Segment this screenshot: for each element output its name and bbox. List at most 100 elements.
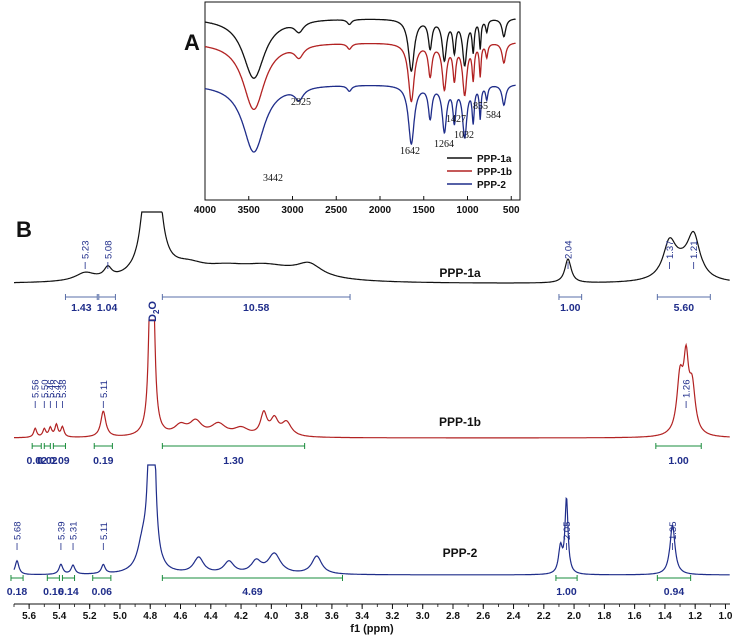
integral-value: 1.00 xyxy=(668,455,689,467)
spectrum-name: PPP-1a xyxy=(439,266,481,280)
peak-label: 1.21 xyxy=(689,241,700,260)
integral-value: 10.58 xyxy=(243,302,269,314)
nmr-tick-label: 3.8 xyxy=(295,611,309,622)
nmr-tick-label: 5.0 xyxy=(113,611,127,622)
ftir-tick-label: 1500 xyxy=(413,205,436,216)
ftir-peak-annotation: 3442 xyxy=(263,173,283,184)
ftir-tick-label: 4000 xyxy=(194,205,217,216)
peak-label: 5.46 xyxy=(46,380,57,399)
ftir-tick-label: 3000 xyxy=(281,205,304,216)
solvent-base: D xyxy=(147,314,159,322)
peak-label: 5.23 xyxy=(81,241,92,260)
nmr-tick-label: 3.6 xyxy=(325,611,339,622)
ftir-line-ppp-2 xyxy=(204,84,516,153)
ftir-peak-annotation: 1642 xyxy=(400,146,420,157)
peak-label: 5.68 xyxy=(13,522,24,541)
integral-value: 0.19 xyxy=(93,455,114,467)
panel-b-label: B xyxy=(16,217,32,242)
nmr-tick-label: 1.6 xyxy=(628,611,642,622)
nmr-tick-label: 2.0 xyxy=(567,611,581,622)
nmr-tick-label: 4.2 xyxy=(234,611,248,622)
nmr-tick-label: 1.4 xyxy=(658,611,672,622)
peak-label: 5.08 xyxy=(103,241,114,260)
ftir-tick-label: 3500 xyxy=(238,205,261,216)
nmr-tick-label: 3.4 xyxy=(355,611,369,622)
nmr-tick-label: 5.2 xyxy=(83,611,97,622)
peak-label: 5.39 xyxy=(56,522,67,541)
peak-label: 5.56 xyxy=(31,380,42,399)
ftir-peak-annotation: 1427 xyxy=(446,114,466,125)
integral-value: 0.18 xyxy=(7,586,28,598)
peak-label: 5.11 xyxy=(99,522,110,540)
integral-value: 1.00 xyxy=(560,302,581,314)
integral-value: 1.00 xyxy=(556,586,577,598)
nmr-spectrum-ppp-1b xyxy=(14,319,730,439)
nmr-tick-label: 2.8 xyxy=(446,611,460,622)
legend-label: PPP-2 xyxy=(477,180,506,191)
panel-a-label: A xyxy=(184,30,200,55)
nmr-tick-label: 1.0 xyxy=(719,611,733,622)
nmr-tick-label: 4.0 xyxy=(264,611,278,622)
nmr-spectrum-ppp-1a xyxy=(14,211,730,284)
ftir-peak-annotation: 1032 xyxy=(454,130,474,141)
peak-label: 5.31 xyxy=(69,522,80,541)
peak-label: 2.05 xyxy=(562,522,573,541)
ftir-line-ppp-1b xyxy=(204,42,516,111)
peak-label: 5.42 xyxy=(52,380,63,399)
peak-label: 1.26 xyxy=(682,380,693,399)
integral-value: 1.43 xyxy=(71,302,92,314)
ftir-tick-label: 2500 xyxy=(325,205,348,216)
solvent-label: D2O xyxy=(147,301,161,322)
spectrum-name: PPP-2 xyxy=(443,546,478,560)
nmr-tick-label: 4.4 xyxy=(204,611,218,622)
nmr-spectrum-ppp-2 xyxy=(13,464,730,576)
ftir-tick-label: 2000 xyxy=(369,205,392,216)
nmr-tick-label: 2.4 xyxy=(507,611,521,622)
nmr-tick-label: 3.2 xyxy=(385,611,399,622)
nmr-tick-label: 2.2 xyxy=(537,611,551,622)
integral-value: 0.02 xyxy=(37,455,58,467)
peak-label: 5.11 xyxy=(99,380,110,398)
nmr-tick-label: 3.0 xyxy=(416,611,430,622)
legend-label: PPP-1b xyxy=(477,167,512,178)
solvent-subscript: 2 xyxy=(152,309,161,314)
ftir-peak-annotation: 855 xyxy=(473,101,488,112)
solvent-tail: O xyxy=(147,301,159,310)
integral-value: 0.06 xyxy=(92,586,113,598)
integral-value: 0.14 xyxy=(58,586,79,598)
nmr-tick-label: 4.6 xyxy=(174,611,188,622)
nmr-x-axis-label: f1 (ppm) xyxy=(350,623,394,635)
integral-value: 1.30 xyxy=(223,455,244,467)
integral-value: 0.16 xyxy=(43,586,64,598)
nmr-tick-label: 5.6 xyxy=(22,611,36,622)
nmr-tick-label: 4.8 xyxy=(143,611,157,622)
nmr-panel: B 5.23 5.08 2.04 1.37 1.215.565.505.465.425.… xyxy=(7,211,733,635)
integral-value: 0.94 xyxy=(664,586,685,598)
ftir-peak-annotation: 1264 xyxy=(434,139,454,150)
nmr-tick-label: 1.2 xyxy=(688,611,702,622)
ftir-tick-label: 1000 xyxy=(456,205,479,216)
nmr-tick-label: 2.6 xyxy=(476,611,490,622)
nmr-tick-label: 1.8 xyxy=(597,611,611,622)
ftir-peak-annotation: 2925 xyxy=(291,97,311,108)
ftir-frame xyxy=(204,1,521,201)
peak-label: 2.04 xyxy=(564,241,575,260)
integral-value: 4.69 xyxy=(242,586,263,598)
integral-value: 0.02 xyxy=(26,455,47,467)
ftir-peak-annotation: 584 xyxy=(486,110,501,121)
ftir-line-ppp-1a xyxy=(204,18,516,79)
spectrum-name: PPP-1b xyxy=(439,415,481,429)
ftir-legend: PPP-1a PPP-1b PPP-2 xyxy=(447,154,512,191)
integral-value: 0.09 xyxy=(49,455,70,467)
legend-label: PPP-1a xyxy=(477,154,512,165)
integral-value: 1.04 xyxy=(97,302,118,314)
peak-label: 5.38 xyxy=(58,380,69,399)
peak-label: 5.50 xyxy=(40,380,51,399)
nmr-tick-label: 5.4 xyxy=(52,611,66,622)
ftir-tick-label: 500 xyxy=(503,205,520,216)
peak-label: 1.35 xyxy=(668,522,679,541)
peak-label: 1.37 xyxy=(665,241,676,260)
integral-value: 5.60 xyxy=(674,302,695,314)
